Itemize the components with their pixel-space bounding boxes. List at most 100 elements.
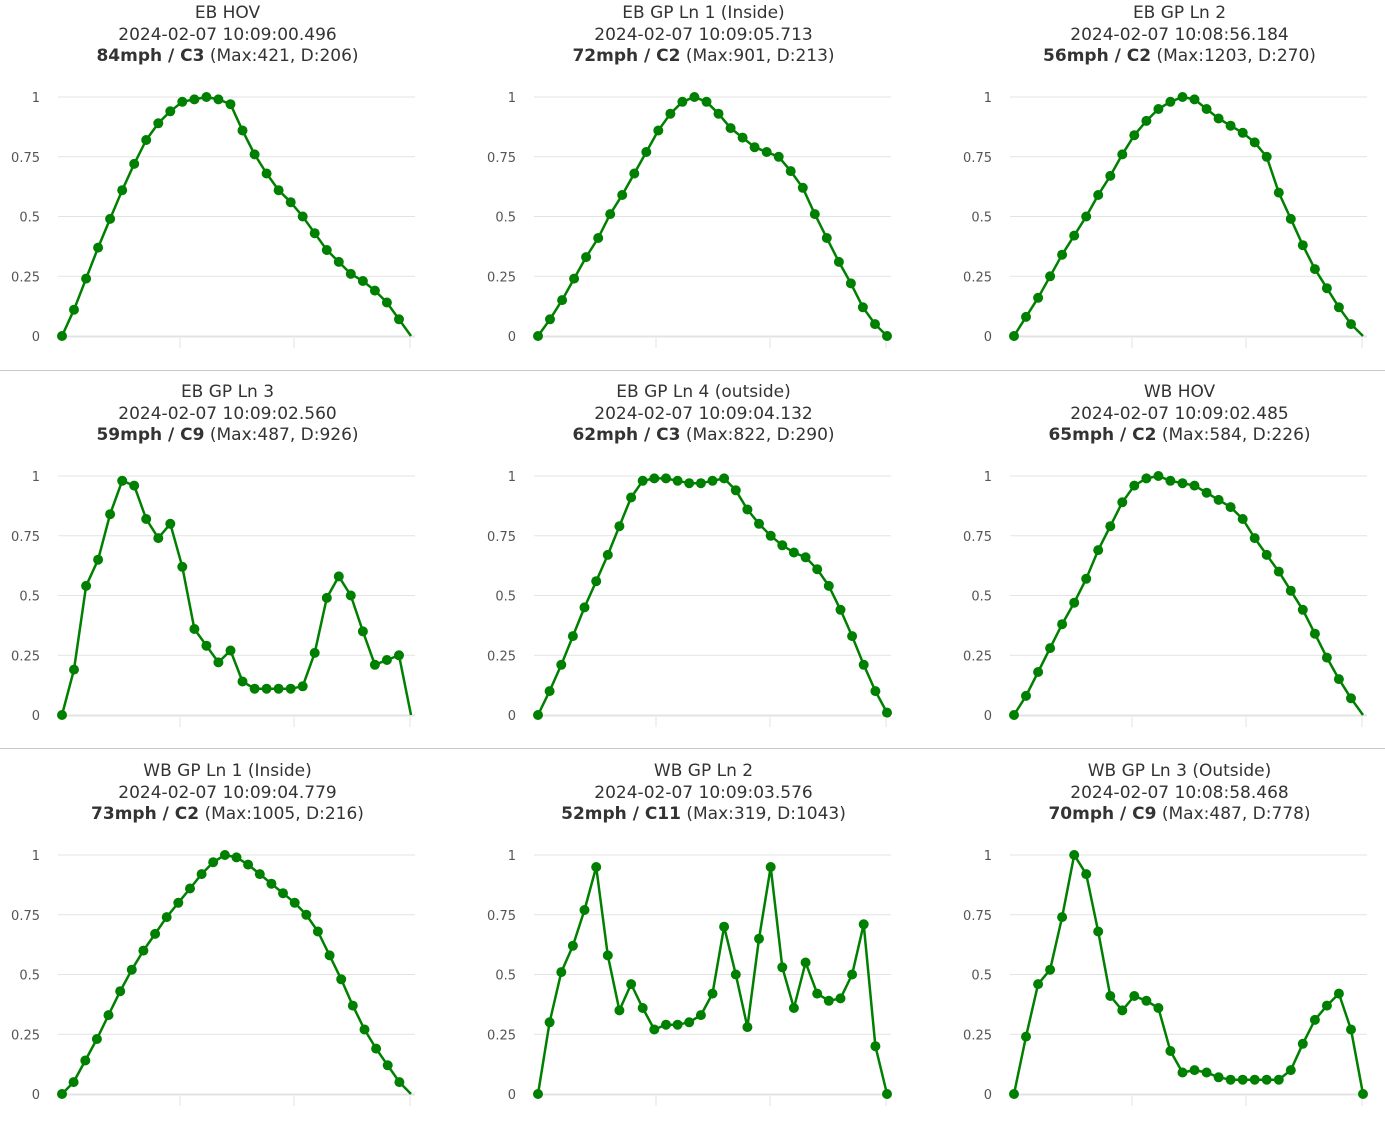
data-point [394, 1077, 405, 1088]
data-point [1249, 533, 1260, 544]
timestamp: 2024-02-07 10:09:03.576 [594, 782, 813, 803]
data-point [1273, 187, 1284, 198]
class-value: C2 [1126, 46, 1152, 66]
data-point [1225, 120, 1236, 131]
data-point [213, 657, 224, 668]
y-tick-label: 0.5 [19, 969, 40, 984]
data-point [1057, 912, 1068, 923]
chart-panel: EB GP Ln 1 (Inside) 2024-02-07 10:09:05.7… [476, 0, 931, 368]
data-point [321, 592, 332, 603]
speed-value: 62mph [572, 425, 639, 445]
data-point [800, 957, 811, 968]
chart-panel: WB GP Ln 3 (Outside) 2024-02-07 10:08:58.… [952, 758, 1385, 1126]
detail-text: (Max:584, D:226) [1156, 425, 1311, 445]
y-tick-label: 0 [984, 709, 992, 724]
data-point [1117, 149, 1128, 160]
chart-title-block: WB HOV 2024-02-07 10:09:02.485 65mph / C2 … [952, 382, 1385, 447]
y-tick-label: 0.75 [487, 530, 516, 545]
y-tick-label: 0.75 [963, 151, 992, 166]
lane-title: WB GP Ln 3 (Outside) [1087, 761, 1272, 781]
data-point [357, 276, 368, 286]
line-chart-svg: 0 0.25 0.5 0.75 1 [963, 91, 1367, 348]
data-point [309, 228, 320, 239]
data-point [189, 624, 200, 634]
y-tick-label: 0.25 [963, 649, 992, 664]
y-tick-label: 0.25 [487, 649, 516, 664]
data-point [1141, 473, 1152, 484]
data-point [835, 993, 846, 1004]
data-point [661, 473, 671, 484]
data-point [1153, 1003, 1164, 1013]
data-point [57, 1089, 67, 1099]
y-tick-label: 0.75 [11, 909, 40, 924]
detail-text: (Max:487, D:926) [204, 425, 359, 445]
data-point [81, 273, 92, 284]
data-point [1081, 869, 1092, 880]
summary-line: 65mph / C2 (Max:584, D:226) [952, 425, 1385, 447]
data-point [730, 485, 741, 496]
data-point [707, 475, 718, 486]
data-point [626, 492, 637, 503]
data-point [626, 979, 637, 990]
detail-text: (Max:1005, D:216) [199, 804, 364, 824]
data-point [394, 650, 404, 661]
data-point [533, 331, 543, 341]
data-point [569, 273, 580, 284]
class-value: C3 [656, 425, 681, 445]
y-tick-label: 1 [32, 91, 40, 106]
lane-title: EB GP Ln 4 (outside) [616, 382, 791, 402]
data-point [1297, 604, 1308, 615]
y-tick-label: 0.75 [11, 151, 40, 166]
data-point [833, 256, 844, 267]
data-point [1177, 478, 1188, 489]
data-point [381, 297, 392, 308]
data-point [1033, 292, 1044, 303]
data-point [835, 604, 846, 615]
data-point [567, 940, 578, 951]
line-chart-svg: 0 0.25 0.5 0.75 1 [11, 91, 415, 348]
data-point [1261, 151, 1272, 162]
data-point [371, 1043, 382, 1054]
data-point [544, 686, 555, 697]
y-tick-label: 0 [32, 330, 40, 345]
data-point [845, 278, 856, 289]
data-point [225, 99, 236, 110]
data-point [870, 319, 880, 330]
chart-panel: EB HOV 2024-02-07 10:09:00.496 84mph / C3 … [0, 0, 455, 368]
data-point [261, 683, 272, 694]
data-point [754, 518, 764, 529]
timestamp: 2024-02-07 10:09:00.496 [118, 24, 337, 45]
data-point [177, 96, 188, 107]
data-point [1309, 264, 1320, 275]
data-point [1021, 1031, 1031, 1042]
line-chart-svg: 0 0.25 0.5 0.75 1 [963, 470, 1367, 727]
summary-line: 56mph / C2 (Max:1203, D:270) [952, 46, 1385, 68]
chart-title-block: EB HOV 2024-02-07 10:09:00.496 84mph / C3 … [0, 3, 455, 68]
class-value: C2 [656, 46, 681, 66]
data-point [243, 859, 254, 870]
data-point [1346, 693, 1356, 704]
data-point [882, 331, 892, 341]
lane-title: EB GP Ln 2 [1132, 3, 1227, 23]
data-point [689, 92, 700, 102]
data-point [105, 213, 116, 224]
data-point [672, 1019, 683, 1030]
data-point [567, 631, 578, 642]
data-point [1297, 240, 1308, 251]
data-point [742, 504, 753, 515]
data-point [533, 1089, 543, 1099]
timestamp: 2024-02-07 10:09:02.560 [118, 403, 337, 424]
y-tick-label: 0.5 [19, 590, 40, 605]
data-point [261, 168, 272, 179]
data-point [812, 988, 823, 999]
data-point [695, 478, 706, 489]
data-point [273, 683, 284, 694]
data-point [165, 518, 176, 529]
data-point [602, 950, 613, 961]
chart-panel: WB GP Ln 1 (Inside) 2024-02-07 10:09:04.7… [0, 758, 455, 1126]
data-point [1129, 480, 1140, 491]
timestamp: 2024-02-07 10:09:02.485 [1070, 403, 1289, 424]
data-point [80, 1055, 91, 1066]
data-point [297, 681, 308, 692]
